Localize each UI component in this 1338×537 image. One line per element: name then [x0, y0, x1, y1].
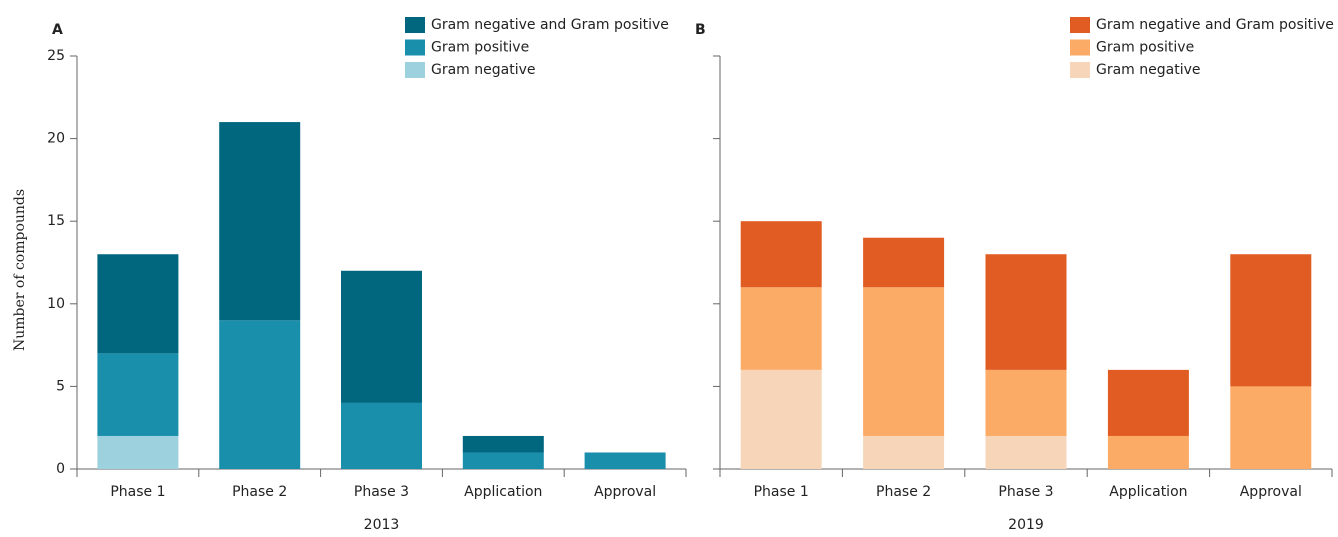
x-tick-label: Application: [464, 484, 542, 500]
bar-segment: [740, 287, 822, 370]
panel-label: A: [52, 22, 63, 38]
x-tick-label: Phase 2: [232, 484, 287, 500]
x-tick-label: Approval: [594, 484, 656, 500]
legend-label: Gram negative and Gram positive: [431, 17, 669, 33]
legend-swatch: [405, 17, 425, 33]
bar-segment: [1107, 369, 1189, 436]
bar-segment: [1230, 386, 1312, 469]
x-tick-label: Phase 2: [876, 484, 931, 500]
x-axis-label: 2019: [1008, 517, 1044, 533]
panel-label: B: [695, 22, 706, 38]
bar-segment: [341, 270, 422, 403]
bar-segment: [584, 452, 666, 469]
legend-label: Gram negative: [431, 62, 536, 78]
bar-segment: [97, 353, 179, 436]
bar-segment: [1107, 435, 1189, 469]
bar-segment: [97, 435, 179, 469]
bar-segment: [219, 122, 301, 321]
bar-segment: [985, 435, 1067, 469]
x-tick-label: Phase 3: [998, 484, 1053, 500]
legend-swatch: [405, 62, 425, 78]
legend-swatch: [1070, 39, 1090, 56]
legend-swatch: [405, 39, 425, 56]
x-tick-label: Phase 3: [354, 484, 409, 500]
x-tick-label: Phase 1: [110, 484, 165, 500]
legend-swatch: [1070, 62, 1090, 78]
bar-segment: [863, 237, 945, 288]
y-tick-label: 25: [47, 48, 65, 64]
legend-label: Gram positive: [431, 40, 529, 56]
x-tick-label: Application: [1109, 484, 1187, 500]
bar-segment: [740, 221, 822, 288]
y-tick-label: 5: [56, 378, 65, 394]
bar-segment: [740, 369, 822, 469]
x-tick-label: Phase 1: [754, 484, 809, 500]
bar-segment: [97, 254, 179, 354]
y-axis-label: Number of compounds: [12, 189, 28, 351]
bar-segment: [1230, 254, 1312, 387]
legend-swatch: [1070, 17, 1090, 33]
bar-segment: [985, 254, 1067, 370]
x-tick-label: Approval: [1240, 484, 1302, 500]
bar-segment: [341, 402, 422, 469]
y-tick-label: 15: [47, 213, 65, 229]
bar-segment: [985, 369, 1067, 436]
legend-label: Gram positive: [1096, 40, 1194, 56]
y-tick-label: 20: [47, 131, 65, 147]
legend-label: Gram negative: [1096, 62, 1201, 78]
bar-segment: [863, 287, 945, 436]
bar-segment: [462, 435, 544, 453]
y-tick-label: 10: [47, 296, 65, 312]
y-tick-label: 0: [56, 461, 65, 477]
legend-label: Gram negative and Gram positive: [1096, 17, 1334, 33]
bar-segment: [863, 435, 945, 469]
bar-segment: [462, 452, 544, 469]
x-axis-label: 2013: [364, 517, 400, 533]
bar-segment: [219, 320, 301, 469]
